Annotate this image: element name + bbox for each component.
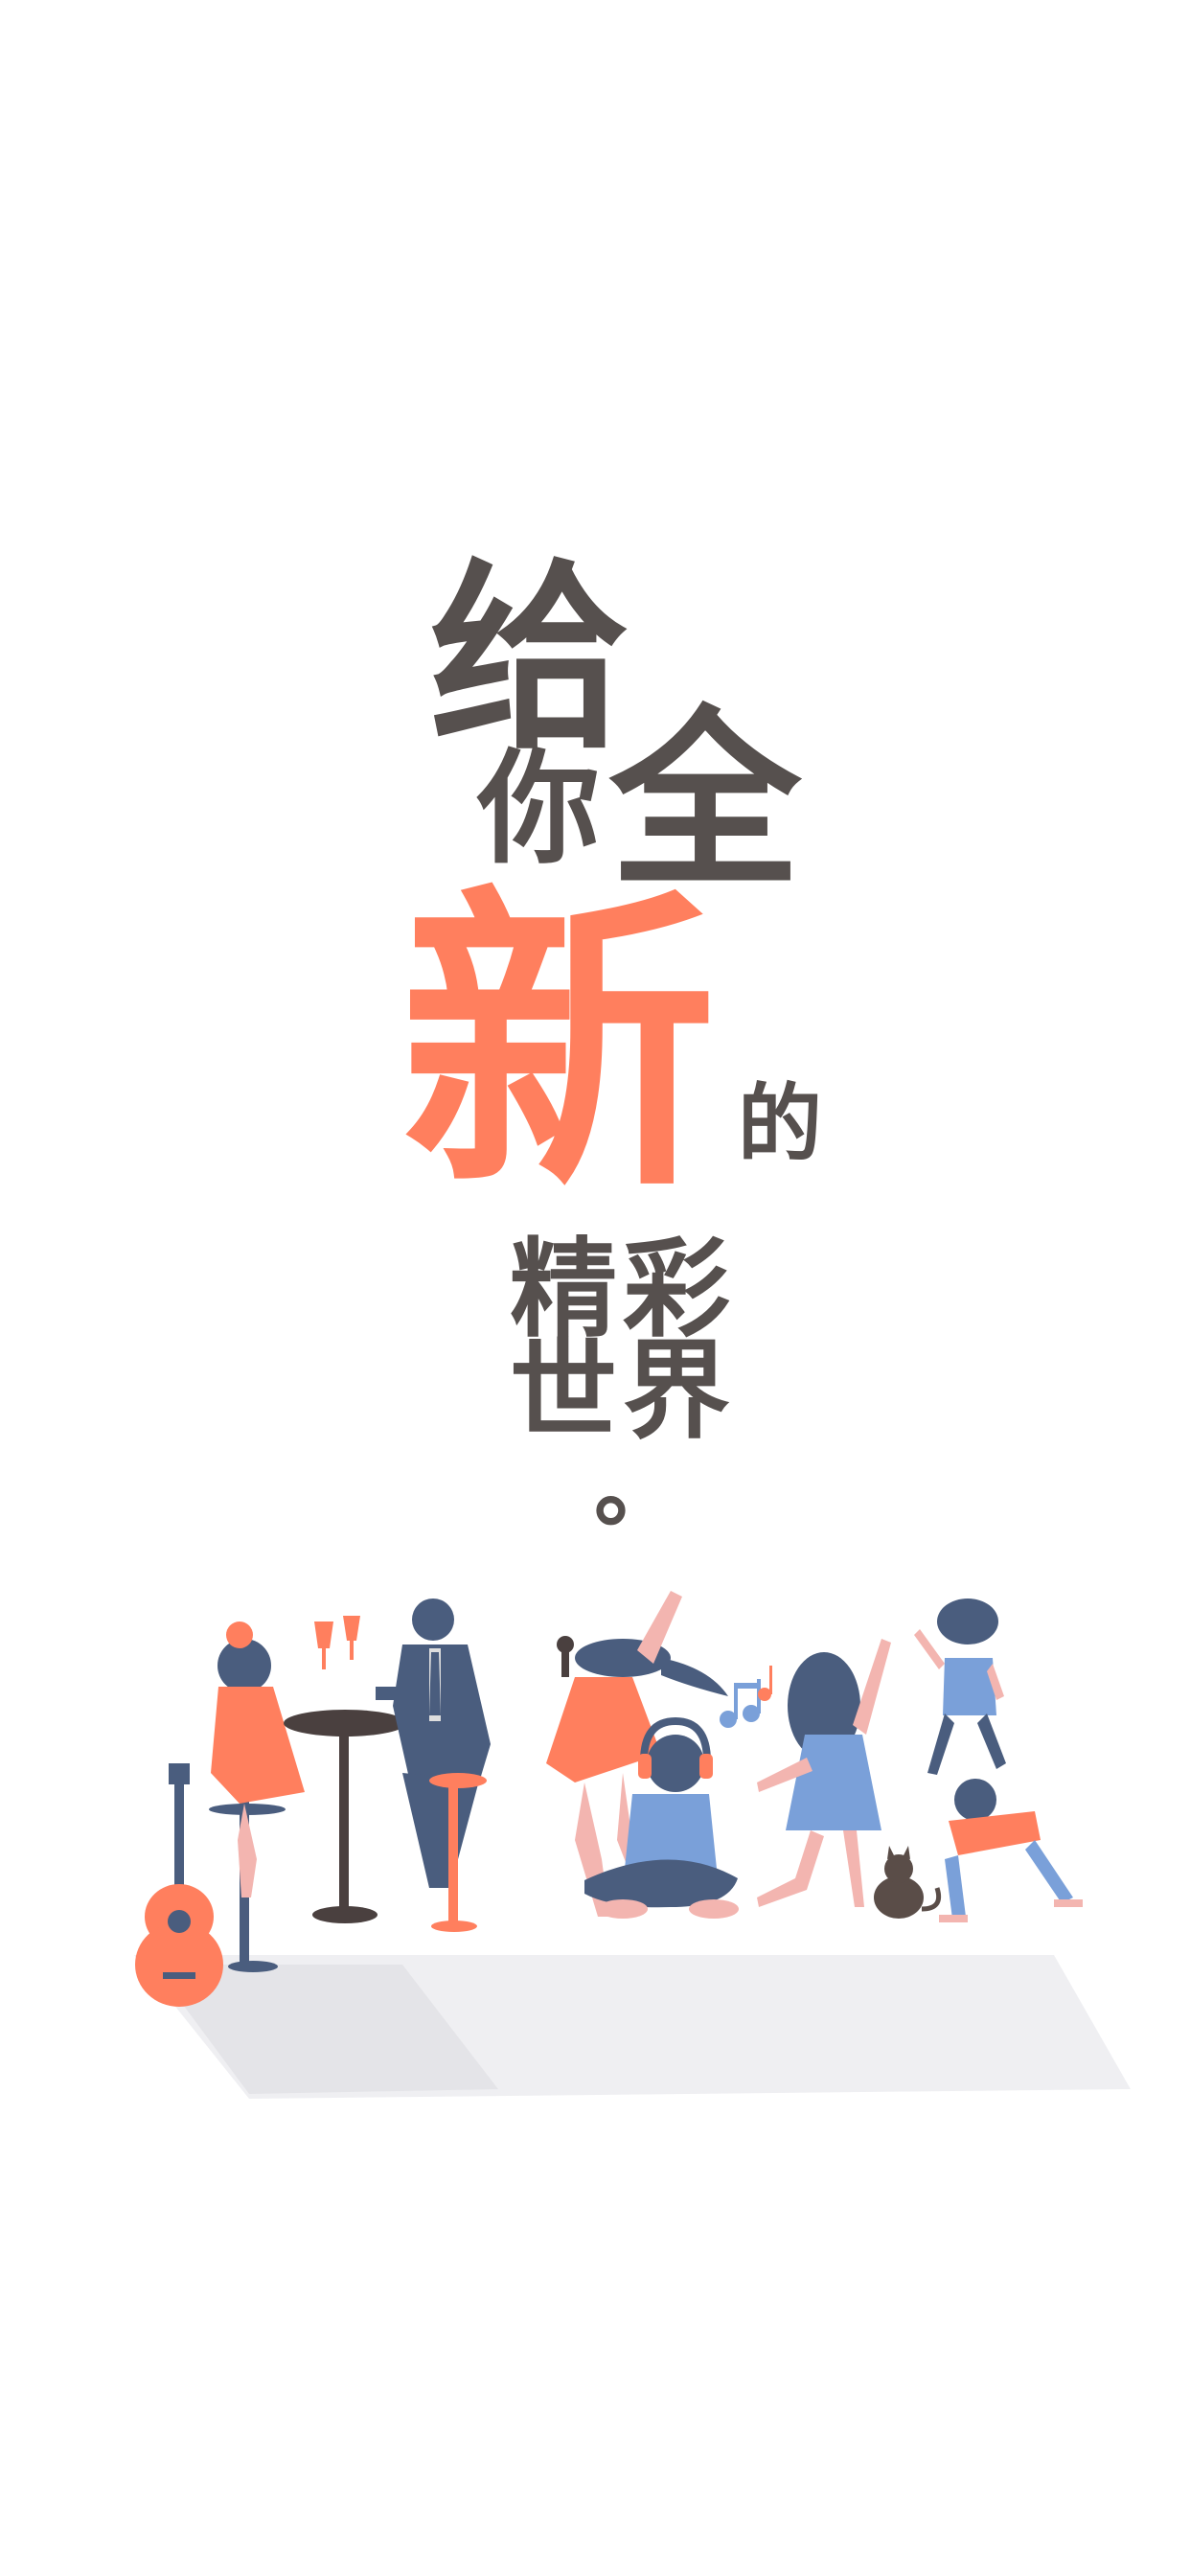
guitar-icon bbox=[135, 1763, 223, 2007]
man-in-suit-figure bbox=[376, 1598, 491, 1932]
jumping-kid-figure bbox=[914, 1598, 1006, 1775]
headline-char-shi: 世 bbox=[510, 1328, 617, 1454]
microphone-icon bbox=[557, 1636, 574, 1677]
dancing-woman-figure bbox=[757, 1639, 891, 1907]
singing-woman-figure bbox=[546, 1591, 728, 1917]
woman-sitting-figure bbox=[209, 1622, 305, 1972]
cat-icon bbox=[874, 1846, 942, 1919]
cafe-table bbox=[284, 1710, 406, 1923]
music-note-icon bbox=[720, 1666, 772, 1728]
party-people-illustration bbox=[134, 1591, 1131, 2099]
ground-shadow-dark bbox=[153, 1965, 498, 2094]
bridge-kid-figure bbox=[939, 1779, 1083, 1922]
headline-char-ni: 你 bbox=[477, 737, 601, 881]
headline-char-jing: 精 bbox=[510, 1227, 617, 1352]
headline-char-jie: 界 bbox=[623, 1328, 730, 1454]
headline-char-de: 的 bbox=[738, 1073, 823, 1173]
headphones-guy-figure bbox=[584, 1716, 739, 1919]
headline-char-cai: 彩 bbox=[623, 1227, 730, 1352]
headline-char-gei: 给 bbox=[429, 540, 631, 776]
headline-char-quan: 全 bbox=[609, 688, 802, 913]
wine-glass-icon bbox=[314, 1616, 360, 1669]
headline-char-xin: 新 bbox=[400, 858, 717, 1230]
headline-char-period: 。 bbox=[594, 1438, 680, 1539]
